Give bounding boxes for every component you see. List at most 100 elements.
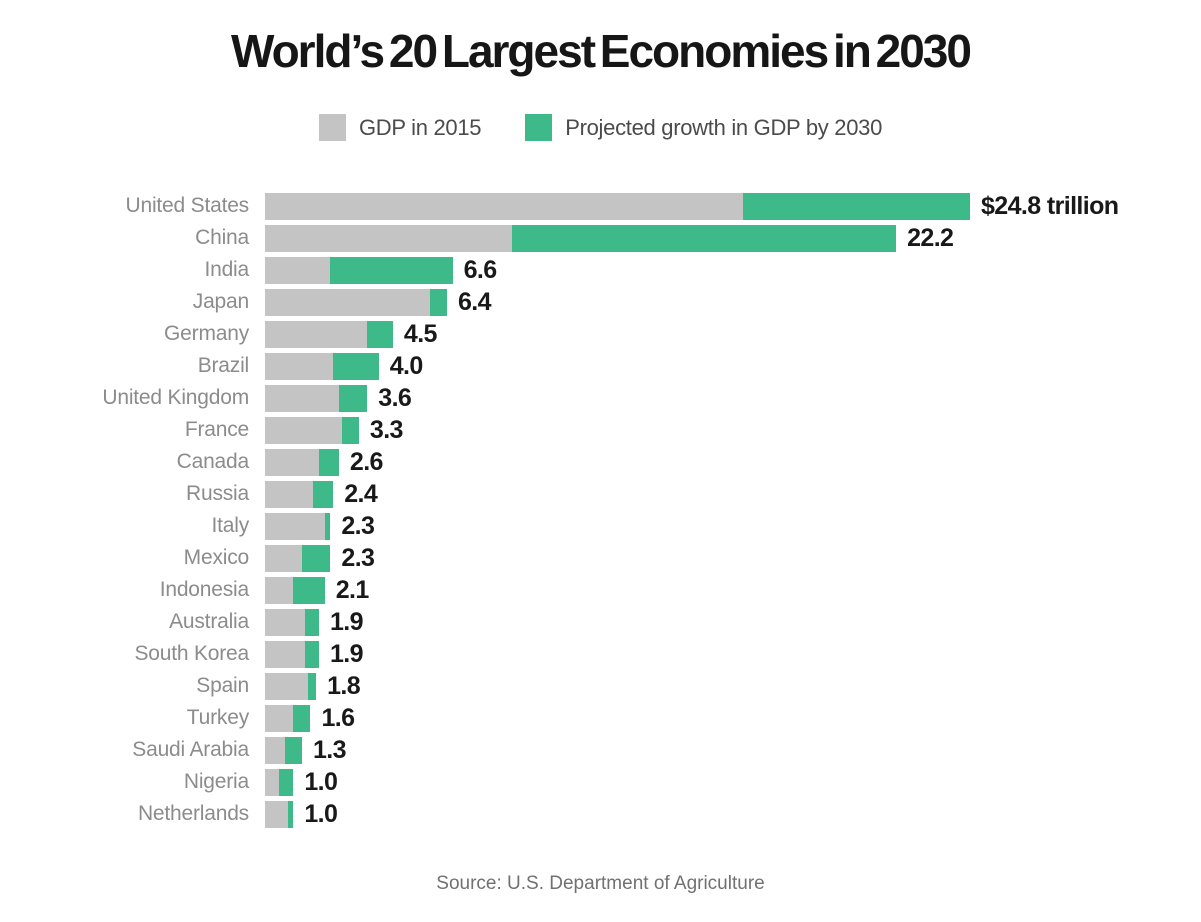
value-label: 2.4 [344, 479, 378, 508]
bar-row: Indonesia 2.1 [0, 574, 1201, 606]
bar-row: United Kingdom 3.6 [0, 382, 1201, 414]
growth-segment [293, 704, 311, 732]
legend-item-growth: Projected growth in GDP by 2030 [525, 114, 882, 141]
growth-segment [302, 544, 331, 572]
gdp-2015-segment [265, 480, 314, 508]
country-label: Nigeria [183, 770, 249, 793]
growth-segment [313, 480, 334, 508]
growth-segment [341, 416, 359, 444]
bar-row: Spain 1.8 [0, 670, 1201, 702]
value-label: 3.3 [369, 415, 404, 444]
country-label: Australia [169, 610, 249, 633]
stacked-bar [265, 768, 294, 796]
growth-segment [742, 192, 970, 220]
stacked-bar [265, 544, 331, 572]
gdp-2015-segment [265, 416, 342, 444]
bar-row: Netherlands 1.0 [0, 798, 1201, 830]
value-label: 2.1 [335, 575, 370, 604]
country-label: Brazil [197, 354, 250, 377]
source-note: Source: U.S. Department of Agriculture [436, 873, 765, 894]
bar-row: Saudi Arabia 1.3 [0, 734, 1201, 766]
value-label: 1.6 [321, 703, 355, 732]
stacked-bar [265, 704, 311, 732]
gdp-2015-segment [265, 448, 319, 476]
gdp-2015-segment [265, 544, 302, 572]
growth-segment [429, 288, 447, 316]
growth-segment [307, 672, 317, 700]
country-label: Indonesia [159, 578, 249, 601]
stacked-bar [265, 352, 379, 380]
value-label: 3.6 [378, 383, 412, 412]
growth-segment [324, 512, 331, 540]
country-label: United Kingdom [102, 386, 249, 409]
country-label: Spain [196, 674, 249, 697]
value-label: 1.0 [304, 767, 338, 796]
value-label: 2.6 [349, 447, 384, 476]
gdp-2015-segment [265, 608, 305, 636]
country-label: United States [125, 194, 250, 217]
growth-segment [304, 640, 319, 668]
stacked-bar [265, 672, 317, 700]
value-label: 2.3 [341, 511, 375, 540]
country-label: Turkey [186, 706, 249, 729]
gdp-2015-segment [265, 192, 743, 220]
bar-row: Canada 2.6 [0, 446, 1201, 478]
stacked-bar [265, 320, 393, 348]
country-label: France [184, 418, 249, 441]
country-label: Russia [186, 482, 249, 505]
legend: GDP in 2015 Projected growth in GDP by 2… [0, 114, 1201, 141]
value-label: 1.8 [327, 671, 361, 700]
gdp-2015-segment [265, 352, 334, 380]
stacked-bar [265, 448, 339, 476]
bar-row: Australia 1.9 [0, 606, 1201, 638]
bar-row: United States $24.8 trillion [0, 190, 1201, 222]
country-label: Germany [164, 322, 249, 345]
legend-label-gdp-2015: GDP in 2015 [358, 114, 482, 140]
stacked-bar [265, 736, 302, 764]
value-label: $24.8 trillion [980, 191, 1119, 220]
bar-row: Italy 2.3 [0, 510, 1201, 542]
value-label: 1.9 [329, 639, 364, 668]
bar-row: France 3.3 [0, 414, 1201, 446]
bar-row: Nigeria 1.0 [0, 766, 1201, 798]
stacked-bar [265, 512, 331, 540]
gdp-2015-segment [265, 224, 513, 252]
legend-label-growth: Projected growth in GDP by 2030 [565, 114, 883, 140]
growth-segment [304, 608, 319, 636]
country-label: India [204, 258, 249, 281]
chart-title: World’s 20 Largest Economies in 2030 [231, 25, 972, 77]
stacked-bar [265, 800, 294, 828]
gdp-2015-segment [265, 384, 339, 412]
growth-segment [284, 736, 302, 764]
country-label: South Korea [134, 642, 249, 665]
gdp-2015-segment [265, 256, 331, 284]
value-label: 1.0 [304, 799, 338, 828]
growth-segment [330, 256, 453, 284]
gdp-2015-segment [265, 640, 305, 668]
gdp-2015-segment [265, 288, 430, 316]
value-label: 6.6 [463, 255, 498, 284]
legend-item-gdp-2015: GDP in 2015 [318, 114, 482, 141]
gdp-2015-segment [265, 736, 285, 764]
bar-row: Brazil 4.0 [0, 350, 1201, 382]
country-label: Netherlands [137, 802, 249, 825]
country-label: Mexico [183, 546, 250, 569]
country-label: Japan [192, 290, 249, 313]
growth-segment [333, 352, 379, 380]
growth-segment [287, 800, 294, 828]
gdp-2015-segment [265, 320, 368, 348]
growth-segment [279, 768, 294, 796]
bar-row: India 6.6 [0, 254, 1201, 286]
bar-chart: United States $24.8 trillion China 22.2 … [0, 190, 1201, 830]
country-label: Italy [211, 514, 249, 537]
bar-row: Germany 4.5 [0, 318, 1201, 350]
value-label: 2.3 [341, 543, 375, 572]
bar-row: Japan 6.4 [0, 286, 1201, 318]
growth-swatch-icon [525, 114, 553, 141]
stacked-bar [265, 192, 970, 220]
growth-segment [293, 576, 325, 604]
bar-row: Mexico 2.3 [0, 542, 1201, 574]
gdp-2015-swatch-icon [318, 114, 346, 141]
bar-row: Russia 2.4 [0, 478, 1201, 510]
